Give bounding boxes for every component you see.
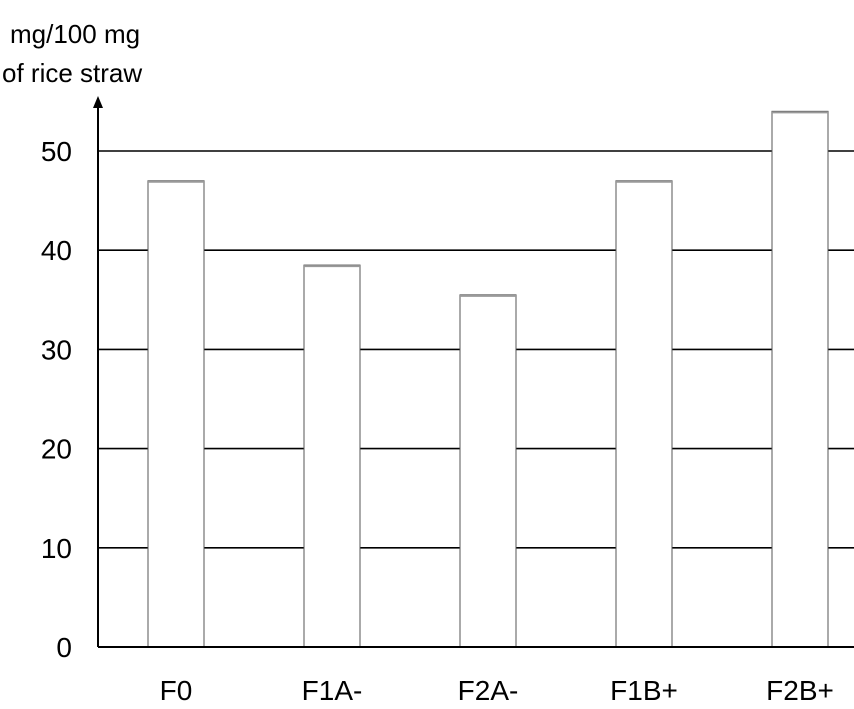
- bar-F2A-: [459, 294, 517, 648]
- y-tick-label-30: 30: [41, 334, 72, 365]
- y-tick-label-0: 0: [56, 632, 72, 663]
- y-tick-label-50: 50: [41, 136, 72, 167]
- y-axis-label-line-1: mg/100 mg: [10, 19, 140, 49]
- bar-F1A-: [303, 264, 361, 648]
- bar-F0: [147, 180, 205, 648]
- x-category-label-F2A-: F2A-: [458, 675, 519, 706]
- y-axis-arrow-icon: [93, 96, 103, 108]
- y-tick-label-20: 20: [41, 434, 72, 465]
- y-tick-label-40: 40: [41, 235, 72, 266]
- y-tick-labels: 0 10 20 30 40 50: [41, 136, 72, 663]
- bar-F2B+: [771, 110, 829, 648]
- x-category-label-F1B+: F1B+: [610, 675, 678, 706]
- y-axis-label: mg/100 mg of rice straw: [2, 19, 142, 88]
- x-category-labels: F0 F1A- F2A- F1B+ F2B+: [160, 675, 834, 706]
- x-category-label-F2B+: F2B+: [766, 675, 834, 706]
- axes: [93, 96, 854, 648]
- bar-F1B+: [615, 180, 673, 648]
- x-category-label-F0: F0: [160, 675, 193, 706]
- y-tick-label-10: 10: [41, 533, 72, 564]
- x-category-label-F1A-: F1A-: [302, 675, 363, 706]
- bars: [147, 110, 829, 648]
- y-axis-label-line-2: of rice straw: [2, 58, 142, 88]
